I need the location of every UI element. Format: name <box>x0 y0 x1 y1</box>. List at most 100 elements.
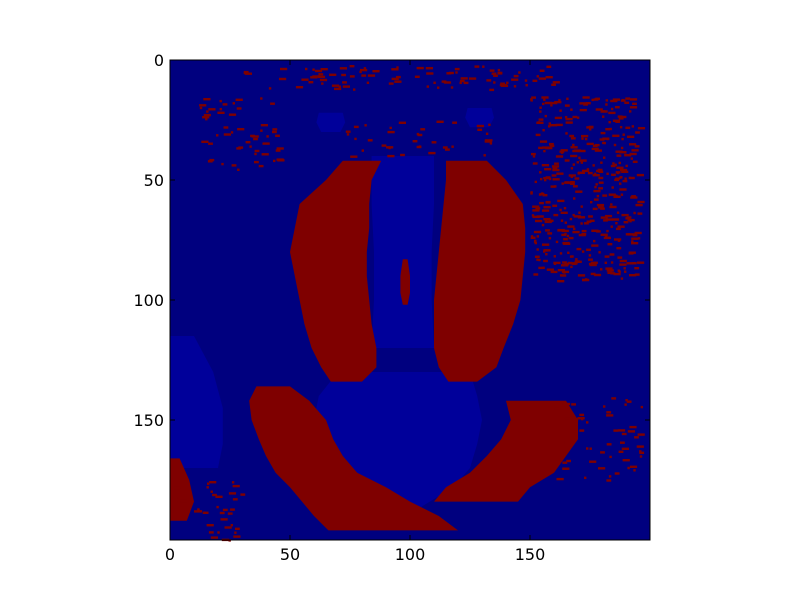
speckle-between-brows <box>387 154 395 158</box>
speckle-right-side <box>579 159 587 162</box>
speckle-right-side <box>570 137 576 140</box>
speckle-right-side <box>578 149 586 153</box>
speckle-right-side <box>533 230 542 234</box>
region-left-eye <box>316 112 346 132</box>
speckle-right-side <box>606 172 609 175</box>
speckle-between-brows <box>400 153 405 157</box>
speckle-right-side <box>564 159 570 162</box>
speckle-right-side <box>533 240 537 243</box>
speckle-right-side <box>617 115 623 118</box>
speckle-right-side <box>550 124 558 127</box>
speckle-right-side <box>536 215 544 218</box>
speckle-right-side <box>626 262 634 265</box>
speckle-right-side <box>560 211 568 214</box>
speckle-right-side <box>630 157 633 160</box>
speckle-upper-left <box>223 126 229 129</box>
speckle-right-side <box>591 229 599 232</box>
speckle-right-side <box>624 270 627 273</box>
speckle-right-side <box>579 108 587 112</box>
speckle-right-side <box>544 178 547 182</box>
speckle-top-band <box>396 66 399 69</box>
speckle-right-side <box>582 278 587 282</box>
speckle-right-side <box>570 146 578 149</box>
speckle-right-side <box>560 219 564 222</box>
speckle-right-side <box>573 227 576 231</box>
speckle-lower-right <box>639 451 645 454</box>
speckle-right-side <box>553 255 556 258</box>
speckle-top-band <box>539 69 545 72</box>
speckle-right-side <box>534 180 537 184</box>
speckle-lower-left <box>219 511 225 515</box>
speckle-right-side <box>635 131 640 134</box>
speckle-right-side <box>554 100 562 104</box>
speckle-right-side <box>601 205 604 208</box>
speckle-right-side <box>632 160 638 163</box>
speckle-top-band <box>349 65 355 68</box>
speckle-right-side <box>554 162 559 165</box>
speckle-top-band <box>361 74 367 77</box>
speckle-lower-left <box>222 508 228 512</box>
speckle-right-side <box>624 177 627 180</box>
speckle-upper-left <box>236 107 242 110</box>
speckle-lower-right <box>580 417 584 421</box>
speckle-right-side <box>567 251 570 254</box>
speckle-right-side <box>533 273 539 276</box>
speckle-right-side <box>578 211 581 214</box>
speckle-right-side <box>564 104 570 107</box>
speckle-lower-left <box>206 486 209 489</box>
speckle-right-side <box>532 155 536 158</box>
region-right-eye <box>465 108 494 128</box>
speckle-right-side <box>541 146 550 149</box>
speckle-right-side <box>592 164 595 167</box>
speckle-right-side <box>552 168 560 172</box>
speckle-right-side <box>626 216 632 219</box>
speckle-lower-right <box>634 436 639 439</box>
speckle-upper-left <box>235 98 243 101</box>
speckle-right-side <box>573 215 581 218</box>
speckle-top-band <box>317 75 326 79</box>
speckle-upper-left <box>216 134 219 137</box>
speckle-right-side <box>581 134 589 138</box>
speckle-right-side <box>625 126 631 129</box>
speckle-lower-right <box>570 418 573 421</box>
speckle-right-side <box>619 168 628 172</box>
speckle-right-side <box>577 171 586 174</box>
speckle-right-side <box>576 161 579 164</box>
speckle-right-side <box>576 247 582 251</box>
speckle-lower-right <box>579 413 585 417</box>
speckle-right-side <box>600 268 603 271</box>
speckle-lower-left <box>230 524 233 527</box>
speckle-right-side <box>612 162 615 165</box>
speckle-right-side <box>600 161 603 164</box>
speckle-right-side <box>629 152 637 156</box>
speckle-upper-left <box>276 158 284 161</box>
speckle-right-side <box>552 204 558 207</box>
speckle-right-side <box>607 243 613 246</box>
plot-area <box>170 60 650 542</box>
speckle-right-side <box>580 161 583 164</box>
speckle-right-side <box>541 164 549 167</box>
speckle-top-band <box>486 79 492 82</box>
speckle-right-side <box>540 177 543 181</box>
speckle-right-side <box>596 203 605 207</box>
speckle-right-side <box>613 272 621 276</box>
speckle-right-side <box>600 216 608 219</box>
speckle-right-side <box>618 270 621 273</box>
speckle-upper-left <box>253 137 258 141</box>
speckle-top-band <box>497 71 503 75</box>
speckle-lower-right <box>589 460 597 463</box>
speckle-right-side <box>616 166 624 169</box>
speckle-top-band <box>268 87 272 90</box>
speckle-right-side <box>629 143 637 146</box>
speckle-upper-left <box>207 160 213 163</box>
speckle-right-side <box>581 229 587 233</box>
y-axis: 0 50 100 150 <box>133 51 650 430</box>
speckle-right-side <box>629 110 632 113</box>
speckle-upper-left <box>260 124 268 127</box>
speckle-top-band <box>454 67 460 71</box>
speckle-right-side <box>564 181 572 184</box>
speckle-lower-right <box>617 429 626 432</box>
speckle-lower-left <box>209 481 217 484</box>
speckle-top-band <box>460 77 468 80</box>
speckle-right-side <box>586 142 594 146</box>
